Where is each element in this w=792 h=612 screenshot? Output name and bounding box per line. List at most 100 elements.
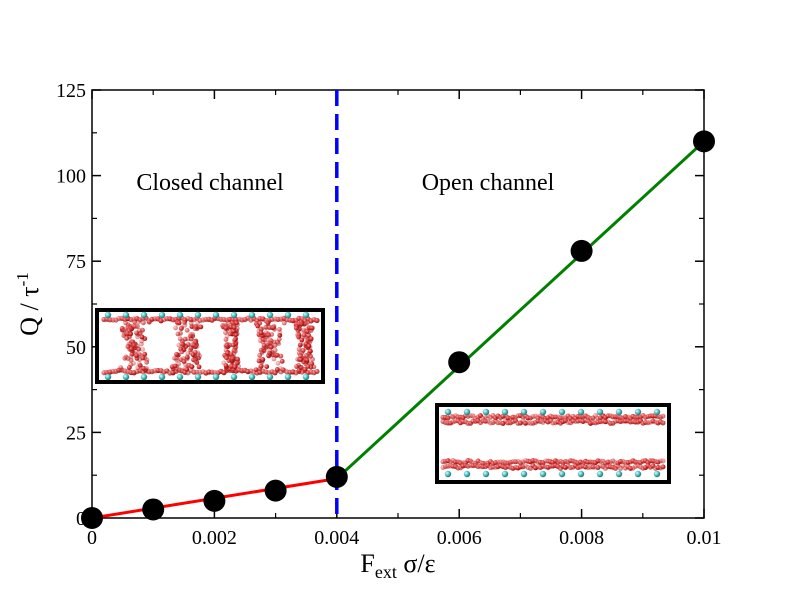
wall-atom: [140, 373, 148, 381]
atom: [265, 319, 270, 325]
y-tick-label: 75: [66, 251, 86, 273]
atom: [174, 351, 180, 357]
atom: [258, 330, 264, 336]
atom: [132, 319, 138, 325]
atom: [230, 342, 236, 348]
atom: [142, 351, 148, 357]
atom: [177, 336, 183, 342]
wall-atom: [463, 470, 471, 478]
atom: [296, 346, 302, 352]
atom: [136, 361, 142, 367]
atom: [229, 356, 235, 362]
atom: [144, 359, 150, 365]
atom: [181, 359, 187, 364]
wall-atom: [596, 470, 604, 478]
atom: [660, 458, 666, 464]
atom: [232, 364, 238, 370]
atom: [660, 413, 666, 419]
wall-atom: [463, 408, 471, 416]
atom: [298, 353, 303, 358]
wall-atom: [140, 311, 148, 319]
atom: [308, 336, 314, 342]
atom: [271, 325, 276, 331]
wall-atom: [501, 470, 509, 478]
atom: [182, 319, 188, 325]
atom: [257, 320, 263, 326]
atom: [174, 355, 179, 361]
atom: [276, 341, 282, 346]
atom: [128, 346, 134, 352]
atom: [277, 330, 283, 336]
wall-atom: [230, 373, 238, 381]
wall-atom: [634, 408, 642, 416]
wall-atom: [302, 373, 310, 381]
atom: [224, 355, 229, 361]
atom: [281, 320, 287, 326]
atom: [234, 320, 240, 326]
atom: [175, 331, 181, 337]
atom: [198, 324, 204, 330]
atom: [146, 319, 152, 325]
wall-atom: [302, 311, 310, 319]
wall-atom: [577, 408, 585, 416]
atom: [272, 343, 278, 348]
atom: [126, 365, 132, 370]
open-channel-label: Open channel: [422, 170, 555, 196]
atom: [126, 327, 132, 333]
atom: [125, 344, 131, 349]
atom: [184, 354, 190, 360]
atom: [256, 358, 262, 364]
wall-atom: [230, 311, 238, 319]
atom: [231, 324, 237, 330]
atom: [268, 344, 274, 350]
atom: [135, 324, 140, 329]
atom: [188, 320, 194, 326]
atom: [125, 356, 131, 361]
atom: [141, 320, 146, 326]
wall-atom: [577, 470, 585, 478]
atom: [299, 321, 305, 327]
atom: [266, 332, 272, 338]
wall-atom: [266, 373, 274, 381]
closed-channel-label: Closed channel: [136, 170, 284, 196]
atom: [144, 366, 149, 371]
wall-atom: [558, 470, 566, 478]
atom: [195, 320, 200, 326]
atom: [192, 349, 198, 355]
wall-atom: [482, 408, 490, 416]
data-point: [264, 479, 287, 502]
atom: [258, 363, 264, 369]
wall-atom: [501, 408, 509, 416]
wall-atom: [266, 311, 274, 319]
atom: [228, 351, 234, 357]
atom: [223, 363, 229, 368]
atom: [294, 364, 299, 369]
atom: [140, 346, 146, 352]
atom: [253, 367, 259, 373]
atom: [196, 364, 202, 370]
atom: [225, 324, 231, 330]
atom: [140, 355, 146, 361]
atom: [118, 365, 124, 370]
atom: [192, 326, 198, 332]
atom: [179, 341, 185, 347]
wall-atom: [104, 373, 112, 381]
wall-atom: [194, 311, 202, 319]
x-tick-label: 0.008: [559, 527, 604, 549]
wall-atom: [122, 311, 130, 319]
atom: [260, 357, 266, 362]
y-tick-label: 50: [66, 337, 86, 359]
wall-atom: [444, 408, 452, 416]
wall-atom: [615, 470, 623, 478]
atom: [190, 331, 196, 337]
atom: [299, 341, 304, 347]
atom: [234, 356, 240, 362]
wall-atom: [248, 373, 256, 381]
data-point: [693, 130, 715, 153]
wall-atom: [596, 408, 604, 416]
atom: [660, 420, 666, 426]
atom: [303, 321, 309, 327]
atom: [314, 317, 320, 324]
atom: [261, 343, 267, 348]
wall-atom: [122, 373, 130, 381]
